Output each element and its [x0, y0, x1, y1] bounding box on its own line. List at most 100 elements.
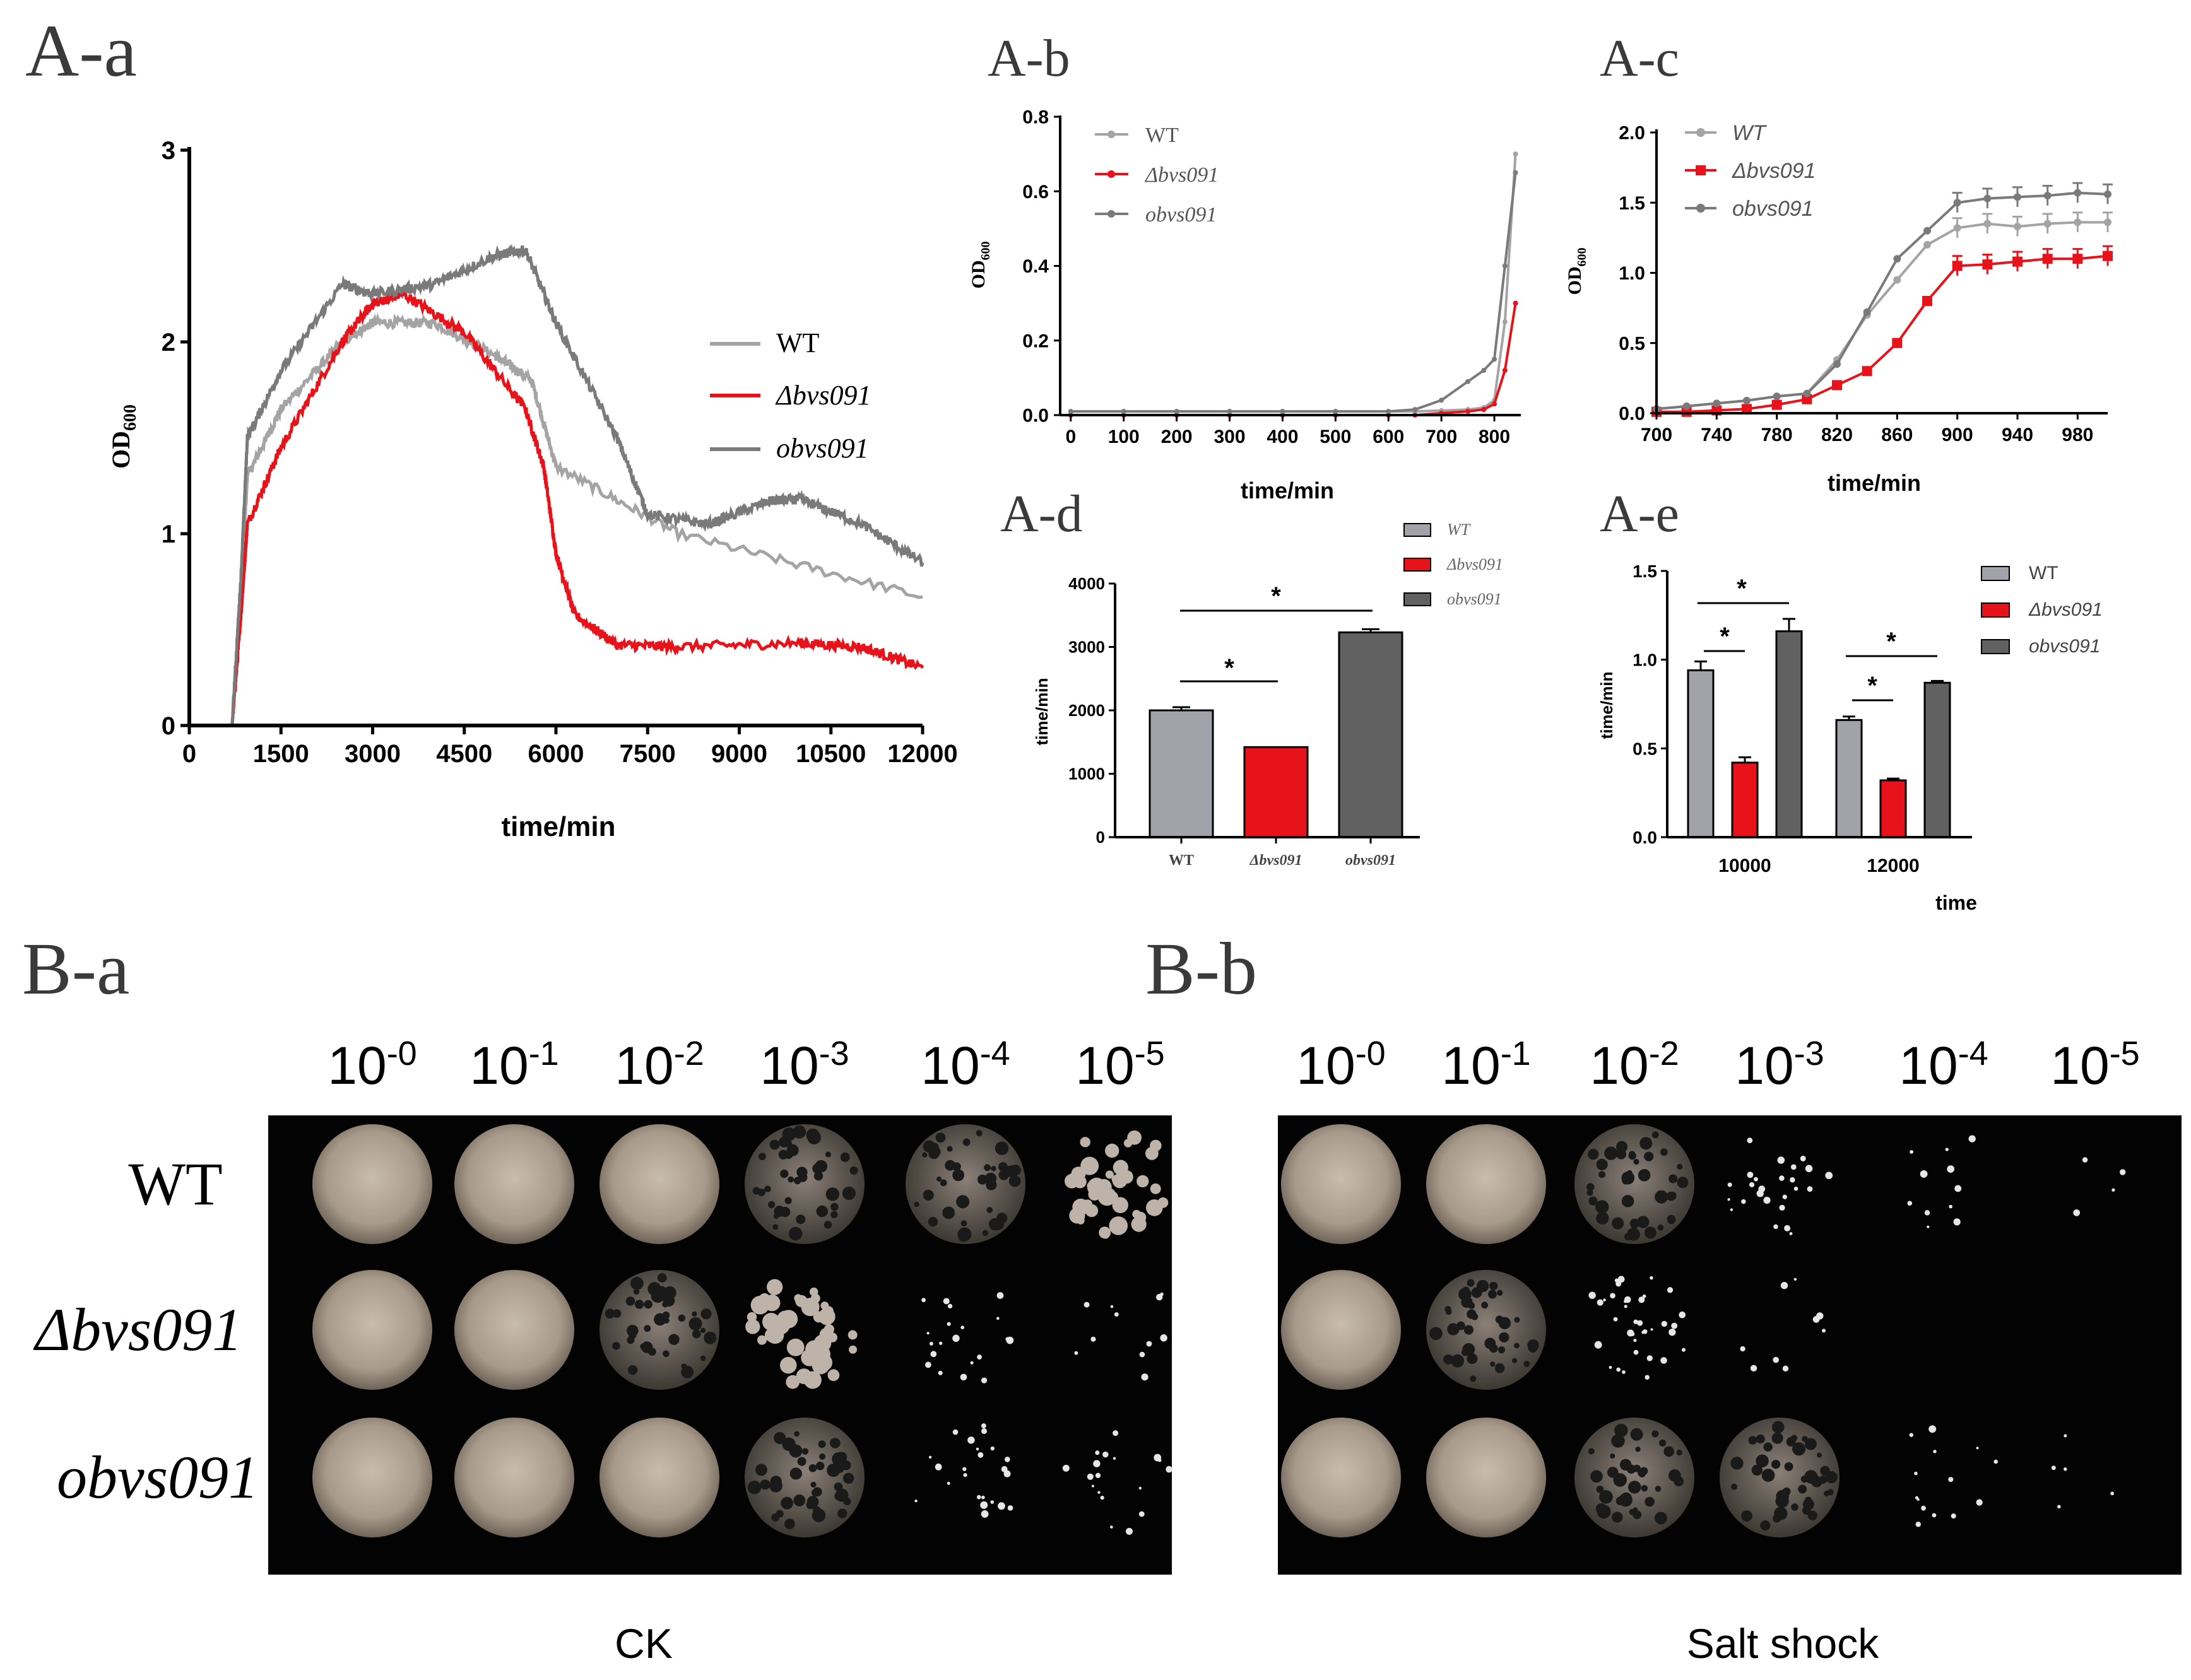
ck-colony-gap — [940, 1179, 947, 1187]
salt-colony — [1610, 1293, 1615, 1299]
panel-label-a-a: A-a — [25, 9, 137, 92]
ab-point-complement — [1412, 407, 1418, 413]
ck-colony — [766, 1279, 783, 1295]
ck-colony — [1138, 1511, 1145, 1517]
salt-colony-gap — [1655, 1190, 1668, 1204]
ck-colony-gap — [647, 1348, 656, 1356]
salt-colony-gap — [1628, 1481, 1641, 1494]
ac-y-label-main: OD — [1564, 267, 1585, 295]
ck-colony-gap — [760, 1479, 771, 1490]
ck-colony — [1069, 1207, 1085, 1224]
salt-colony — [1914, 1471, 1918, 1476]
ck-colony-gap — [700, 1308, 712, 1320]
ac-point-mutant — [1771, 399, 1782, 410]
ck-colony — [1139, 1351, 1145, 1358]
ck-colony-gap — [947, 1146, 953, 1152]
salt-colony — [1740, 1346, 1745, 1352]
ck-colony-gap — [774, 1431, 786, 1445]
aa-x-tick-label: 10500 — [796, 740, 866, 768]
aa-legend: WT Δbvs091 obvs091 — [710, 327, 871, 464]
salt-colony-gap — [1489, 1281, 1498, 1291]
ck-colony-gap — [786, 1144, 799, 1156]
salt-colony — [2064, 1434, 2067, 1438]
salt-colony — [1594, 1341, 1602, 1349]
salt-colony — [1793, 1186, 1798, 1191]
ck-colony — [1131, 1216, 1147, 1232]
salt-colony-gap — [1588, 1196, 1598, 1206]
salt-colony — [1909, 1433, 1914, 1437]
ck-colony-gap — [843, 1497, 851, 1506]
ab-legend-mutant-marker — [1107, 170, 1115, 178]
ac-point-mutant — [1742, 404, 1752, 414]
ck-colony-gap — [789, 1228, 800, 1239]
salt-dilution-label: 10-3 — [1735, 1035, 1824, 1095]
ck-colony-gap — [841, 1460, 851, 1471]
salt-colony — [1660, 1357, 1667, 1364]
ck-colony — [930, 1351, 937, 1358]
ck-colony — [935, 1463, 942, 1471]
ck-colony-gap — [692, 1311, 697, 1317]
salt-colony-gap — [1731, 1483, 1738, 1490]
ck-colony-gap — [778, 1149, 788, 1160]
ck-colony — [943, 1298, 950, 1305]
ab-point-complement — [1492, 356, 1497, 362]
ck-colony-gap — [794, 1431, 800, 1437]
salt-colony-gap — [1756, 1454, 1769, 1467]
ac-y-tick-label: 1.0 — [1619, 263, 1645, 284]
ad-y-tick-label: 0 — [1096, 828, 1105, 847]
ac-point-mutant — [1892, 338, 1903, 348]
ac-legend-complement-marker — [1696, 204, 1705, 213]
salt-colony-gap — [1610, 1453, 1615, 1459]
salt-colony-gap — [1624, 1233, 1632, 1241]
ck-colony — [967, 1436, 975, 1444]
strain-label-mutant: Δbvs091 — [33, 1296, 242, 1363]
salt-colony — [1948, 1477, 1954, 1483]
ac-y-tick-label: 0.0 — [1619, 404, 1645, 425]
ae-bar-complement — [1775, 630, 1803, 838]
ab-point-complement — [1386, 409, 1391, 414]
ck-colony-gap — [796, 1214, 806, 1225]
aa-y-tick-label: 3 — [162, 137, 175, 165]
ck-colony-gap — [988, 1218, 1001, 1231]
ac-x-tick-label: 740 — [1701, 425, 1732, 445]
ck-colony — [1141, 1373, 1149, 1381]
salt-colony — [2057, 1505, 2061, 1509]
aa-x-label: time/min — [502, 811, 616, 842]
salt-colony — [1754, 1177, 1758, 1182]
ck-colony-gap — [793, 1125, 806, 1139]
ab-x-label: time/min — [1241, 478, 1334, 503]
ab-point-mutant — [1492, 401, 1497, 407]
ac-point-wt — [1923, 241, 1931, 249]
ck-colony — [952, 1429, 959, 1435]
salt-colony-gap — [1528, 1342, 1538, 1353]
ab-y-label-main: OD — [968, 261, 989, 289]
ab-x-tick-label: 400 — [1267, 426, 1298, 447]
ck-colony — [990, 1446, 995, 1451]
salt-colony — [1779, 1204, 1785, 1211]
salt-colony-gap — [1655, 1486, 1662, 1492]
ck-colony — [1138, 1486, 1142, 1490]
ck-colony-gap — [824, 1221, 832, 1229]
ac-point-complement — [1893, 255, 1901, 263]
salt-colony — [1624, 1296, 1631, 1303]
salt-colony-gap — [1639, 1137, 1653, 1150]
ac-legend-complement-label: obvs091 — [1732, 197, 1814, 221]
salt-colony — [1790, 1177, 1795, 1183]
ab-x-tick-label: 800 — [1479, 426, 1510, 447]
ab-point-complement — [1513, 170, 1518, 175]
ac-point-complement — [1713, 399, 1721, 408]
salt-colony-gap — [1629, 1218, 1640, 1229]
aa-series-wt-line — [189, 312, 923, 727]
ck-colony — [939, 1341, 943, 1345]
salt-caption: Salt shock — [1687, 1620, 1879, 1667]
ad-x-tick-label: obvs091 — [1345, 852, 1396, 869]
ck-colony-spot — [312, 1124, 432, 1244]
salt-colony — [1730, 1208, 1733, 1211]
ck-colony — [1105, 1143, 1119, 1158]
ck-colony — [928, 1455, 932, 1459]
salt-colony-gap — [1748, 1436, 1757, 1445]
ck-colony-gap — [991, 1166, 996, 1172]
ck-colony-gap — [812, 1508, 826, 1522]
ab-point-complement — [1465, 379, 1471, 384]
